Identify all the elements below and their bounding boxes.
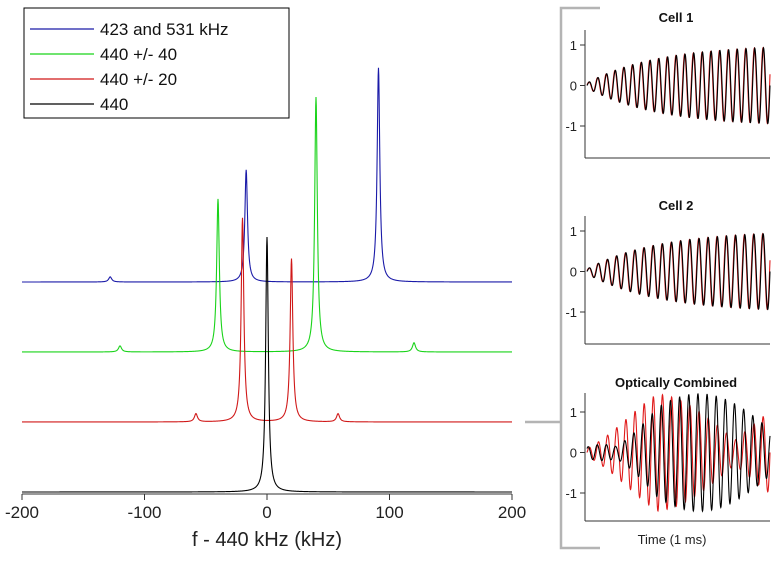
legend: 423 and 531 kHz 440 +/- 40 440 +/- 20 44… [23,7,290,119]
spectrum-plot: -200 -100 0 100 200 f - 440 kHz (kHz) 423 an… [5,7,526,551]
legend-entry-2: 440 +/- 40 [30,45,177,64]
inset-y-tick-label: 0 [570,79,577,94]
inset-title-cell-2: Cell 2 [659,198,694,213]
inset-y-tick-label: 1 [570,224,577,239]
x-tick-label: -200 [5,503,39,522]
legend-label-1: 423 and 531 kHz [100,20,229,39]
legend-box [23,7,290,119]
inset-bracket [525,6,600,550]
spectrum-series-1 [22,67,512,283]
inset-y-tick-label: -1 [565,119,577,134]
legend-label-4: 440 [100,95,128,114]
spectrum-traces [22,67,512,493]
inset-y-tick-label: 1 [570,38,577,53]
inset-y-tick-label: 0 [570,446,577,461]
x-tick-label: -100 [127,503,161,522]
spectrum-series-3 [22,217,512,423]
inset-series-black [586,46,771,125]
legend-entry-3: 440 +/- 20 [30,70,177,89]
x-axis-ticks: -200 -100 0 100 200 [5,494,526,522]
legend-label-3: 440 +/- 20 [100,70,177,89]
inset-series-black [586,393,771,513]
inset-title-combined: Optically Combined [615,375,737,390]
inset-series-red [586,393,771,513]
spectrum-series-4 [22,236,512,493]
inset-x-axis-label: Time (1 ms) [638,532,707,547]
x-tick-label: 0 [262,503,271,522]
legend-entry-4: 440 [30,95,128,114]
inset-title-cell-1: Cell 1 [659,10,694,25]
inset-series-black [586,232,771,311]
inset-cell-1: Cell 1 -1 0 1 [565,10,771,159]
x-tick-label: 100 [375,503,403,522]
inset-y-tick-label: -1 [565,486,577,501]
inset-optically-combined: Optically Combined Time (1 ms) -1 0 1 [565,375,771,547]
x-tick-label: 200 [498,503,526,522]
x-axis-label: f - 440 kHz (kHz) [192,529,342,551]
inset-cell-2: Cell 2 -1 0 1 [565,198,771,345]
spectrum-series-2 [22,96,512,353]
inset-y-tick-label: -1 [565,305,577,320]
inset-y-tick-label: 1 [570,405,577,420]
legend-label-2: 440 +/- 40 [100,45,177,64]
inset-y-tick-label: 0 [570,265,577,280]
legend-entry-1: 423 and 531 kHz [30,20,229,39]
